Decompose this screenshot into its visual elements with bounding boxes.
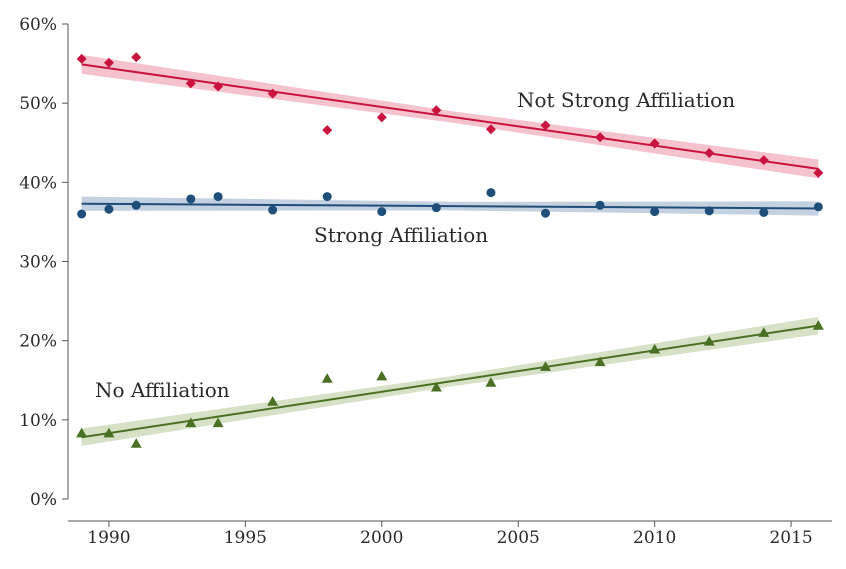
data-point-triangle — [430, 381, 442, 392]
x-tick-label: 2015 — [769, 528, 812, 548]
data-point-circle — [131, 200, 141, 210]
data-point-triangle — [376, 370, 388, 381]
data-point-circle — [813, 202, 823, 212]
x-tick-label: 1995 — [224, 528, 267, 548]
trend-line — [81, 324, 819, 439]
data-point-triangle — [103, 427, 115, 438]
series-label-not-strong-affiliation: Not Strong Affiliation — [517, 88, 735, 112]
data-point-diamond — [103, 57, 114, 68]
data-point-circle — [268, 205, 278, 215]
x-tick-label: 2010 — [633, 528, 676, 548]
data-point-diamond — [485, 124, 496, 135]
data-point-circle — [104, 204, 114, 214]
data-points — [76, 52, 824, 448]
series-label-strong-affiliation: Strong Affiliation — [314, 223, 488, 247]
data-point-triangle — [485, 377, 497, 387]
x-tick-label: 2005 — [497, 528, 540, 548]
y-tick-label: 10% — [19, 411, 57, 431]
data-point-circle — [486, 188, 496, 198]
x-tick-label: 1990 — [87, 528, 130, 548]
data-point-diamond — [213, 81, 224, 92]
y-tick-label: 40% — [19, 173, 57, 193]
y-tick-label: 20% — [19, 332, 57, 352]
data-point-circle — [213, 192, 223, 202]
trend-lines — [81, 63, 819, 439]
data-point-diamond — [813, 167, 824, 178]
x-tick-label: 2000 — [360, 528, 403, 548]
y-tick-label: 50% — [19, 94, 57, 114]
data-point-triangle — [76, 427, 88, 438]
series-label-no-affiliation: No Affiliation — [95, 378, 230, 402]
data-point-circle — [322, 192, 332, 202]
data-point-diamond — [758, 155, 769, 166]
data-point-triangle — [812, 320, 824, 330]
data-point-diamond — [704, 148, 715, 159]
data-point-diamond — [185, 78, 196, 89]
data-point-diamond — [540, 120, 551, 131]
data-point-diamond — [131, 52, 142, 63]
x-axis-ticks: 1990 1995 2000 2005 2010 2015 — [87, 521, 813, 548]
y-tick-label: 0% — [30, 490, 57, 510]
data-point-triangle — [758, 327, 770, 337]
data-point-triangle — [594, 356, 606, 367]
data-point-triangle — [321, 373, 333, 383]
data-point-circle — [77, 209, 87, 219]
y-tick-label: 60% — [19, 15, 57, 35]
data-point-diamond — [322, 125, 333, 136]
trend-line — [81, 202, 819, 210]
data-point-triangle — [267, 396, 279, 406]
data-point-triangle — [130, 438, 142, 448]
data-point-triangle — [540, 361, 551, 371]
data-point-diamond — [267, 88, 278, 99]
data-point-circle — [377, 207, 387, 217]
trend-line — [81, 63, 819, 170]
data-point-circle — [704, 206, 714, 216]
data-point-diamond — [649, 138, 660, 149]
data-point-circle — [650, 207, 660, 217]
y-axis-ticks: 0% 10% 20% 30% 40% 50% 60% — [19, 15, 68, 510]
data-point-circle — [759, 207, 769, 217]
data-point-circle — [595, 200, 605, 210]
y-tick-label: 30% — [19, 253, 57, 273]
data-point-circle — [541, 208, 550, 218]
data-point-diamond — [376, 112, 387, 123]
data-point-diamond — [76, 53, 87, 64]
data-point-diamond — [431, 105, 442, 116]
data-point-diamond — [595, 132, 606, 143]
data-point-triangle — [212, 417, 224, 428]
data-point-triangle — [185, 417, 197, 428]
data-point-circle — [186, 194, 196, 204]
data-point-triangle — [703, 335, 715, 346]
data-point-triangle — [649, 343, 661, 354]
data-point-circle — [431, 203, 441, 213]
